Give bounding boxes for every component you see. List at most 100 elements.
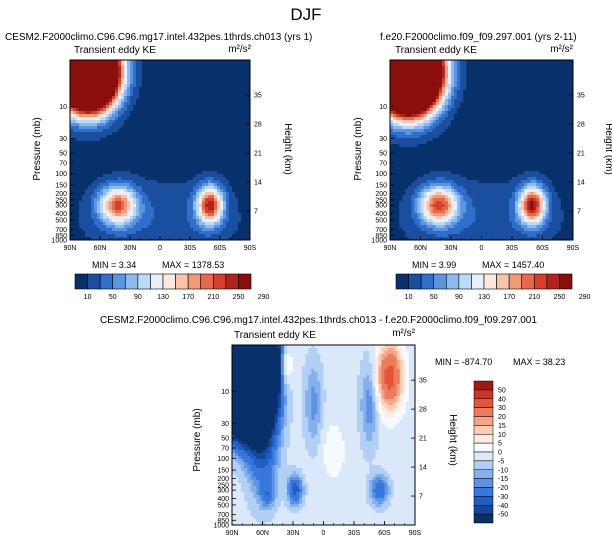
heatmap-cell — [226, 147, 230, 151]
heatmap-cell — [121, 222, 125, 226]
heatmap-cell — [175, 177, 179, 181]
heatmap-cell — [103, 129, 107, 133]
heatmap-cell — [169, 237, 173, 241]
heatmap-cell — [447, 90, 452, 94]
heatmap-cell — [172, 114, 176, 118]
heatmap-cell — [229, 114, 233, 118]
heatmap-cell — [232, 165, 236, 169]
heatmap-cell — [190, 69, 194, 73]
heatmap-cell — [426, 114, 431, 118]
heatmap-cell — [399, 72, 403, 76]
heatmap-cell — [238, 138, 242, 142]
heatmap-cell — [79, 159, 83, 163]
heatmap-cell — [85, 186, 89, 190]
heatmap-cell — [160, 129, 164, 133]
heatmap-cell — [235, 171, 239, 175]
heatmap-cell — [106, 123, 110, 127]
heatmap-cell — [235, 219, 239, 223]
heatmap-cell — [76, 216, 80, 220]
heatmap-cell — [217, 165, 221, 169]
heatmap-cell — [142, 81, 146, 85]
heatmap-cell — [106, 234, 110, 238]
heatmap-cell — [235, 132, 239, 136]
heatmap-cell — [454, 102, 458, 106]
heatmap-cell — [166, 228, 170, 232]
heatmap-cell — [124, 132, 128, 136]
heatmap-cell — [139, 126, 143, 130]
heatmap-cell — [85, 159, 89, 163]
heatmap-cell — [130, 114, 134, 118]
heatmap-cell — [515, 111, 519, 115]
heatmap-cell — [496, 75, 501, 79]
heatmap-cell — [121, 138, 125, 142]
heatmap-cell — [97, 207, 101, 211]
heatmap-cell — [214, 117, 218, 121]
heatmap-cell — [569, 60, 574, 64]
heatmap-cell — [235, 177, 239, 181]
heatmap-cell — [169, 234, 173, 238]
heatmap-cell — [112, 117, 116, 121]
heatmap-cell — [199, 135, 203, 139]
heatmap-cell — [487, 99, 492, 103]
heatmap-cell — [408, 66, 412, 70]
heatmap-cell — [130, 219, 134, 223]
heatmap-cell — [508, 120, 513, 124]
heatmap-cell — [151, 123, 155, 127]
heatmap-cell — [420, 87, 424, 91]
heatmap-cell — [554, 78, 559, 82]
heatmap-cell — [241, 168, 245, 172]
heatmap-cell — [196, 180, 200, 184]
heatmap-cell — [73, 105, 77, 109]
heatmap-cell — [457, 123, 461, 127]
heatmap-cell — [457, 81, 461, 85]
heatmap-cell — [196, 135, 200, 139]
heatmap-cell — [211, 222, 215, 226]
heatmap-cell — [229, 153, 233, 157]
heatmap-cell — [193, 147, 197, 151]
heatmap-cell — [136, 192, 140, 196]
heatmap-cell — [435, 93, 440, 97]
heatmap-cell — [127, 108, 131, 112]
heatmap-cell — [229, 138, 233, 142]
heatmap-cell — [411, 69, 415, 73]
heatmap-cell — [190, 150, 194, 154]
heatmap-cell — [112, 207, 116, 211]
heatmap-cell — [241, 237, 245, 241]
heatmap-cell — [178, 99, 182, 103]
heatmap-cell — [133, 72, 137, 76]
heatmap-cell — [214, 204, 218, 208]
heatmap-cell — [187, 156, 191, 160]
heatmap-cell — [441, 90, 446, 94]
heatmap-cell — [94, 69, 98, 73]
heatmap-cell — [232, 144, 236, 148]
heatmap-cell — [139, 108, 143, 112]
heatmap-cell — [82, 123, 86, 127]
heatmap-cell — [199, 177, 203, 181]
heatmap-cell — [205, 168, 209, 172]
heatmap-cell — [454, 87, 458, 91]
heatmap-cell — [136, 237, 140, 241]
heatmap-cell — [178, 117, 182, 121]
heatmap-cell — [175, 198, 179, 202]
y-tick-label: 100 — [55, 171, 67, 178]
heatmap-cell — [172, 168, 176, 172]
heatmap-cell — [417, 81, 421, 85]
heatmap-cell — [557, 114, 562, 118]
heatmap-cell — [178, 105, 182, 109]
heatmap-cell — [88, 111, 92, 115]
heatmap-cell — [157, 63, 161, 67]
heatmap-cell — [148, 93, 152, 97]
heatmap-cell — [205, 75, 209, 79]
heatmap-cell — [169, 192, 173, 196]
heatmap-cell — [481, 78, 485, 82]
heatmap-cell — [127, 123, 131, 127]
heatmap-cell — [100, 102, 104, 106]
heatmap-cell — [73, 66, 77, 70]
heatmap-cell — [226, 87, 230, 91]
heatmap-cell — [169, 228, 173, 232]
heatmap-cell — [166, 63, 170, 67]
heatmap-cell — [390, 60, 394, 64]
heatmap-cell — [79, 129, 83, 133]
heatmap-cell — [493, 111, 498, 115]
heatmap-cell — [475, 72, 479, 76]
